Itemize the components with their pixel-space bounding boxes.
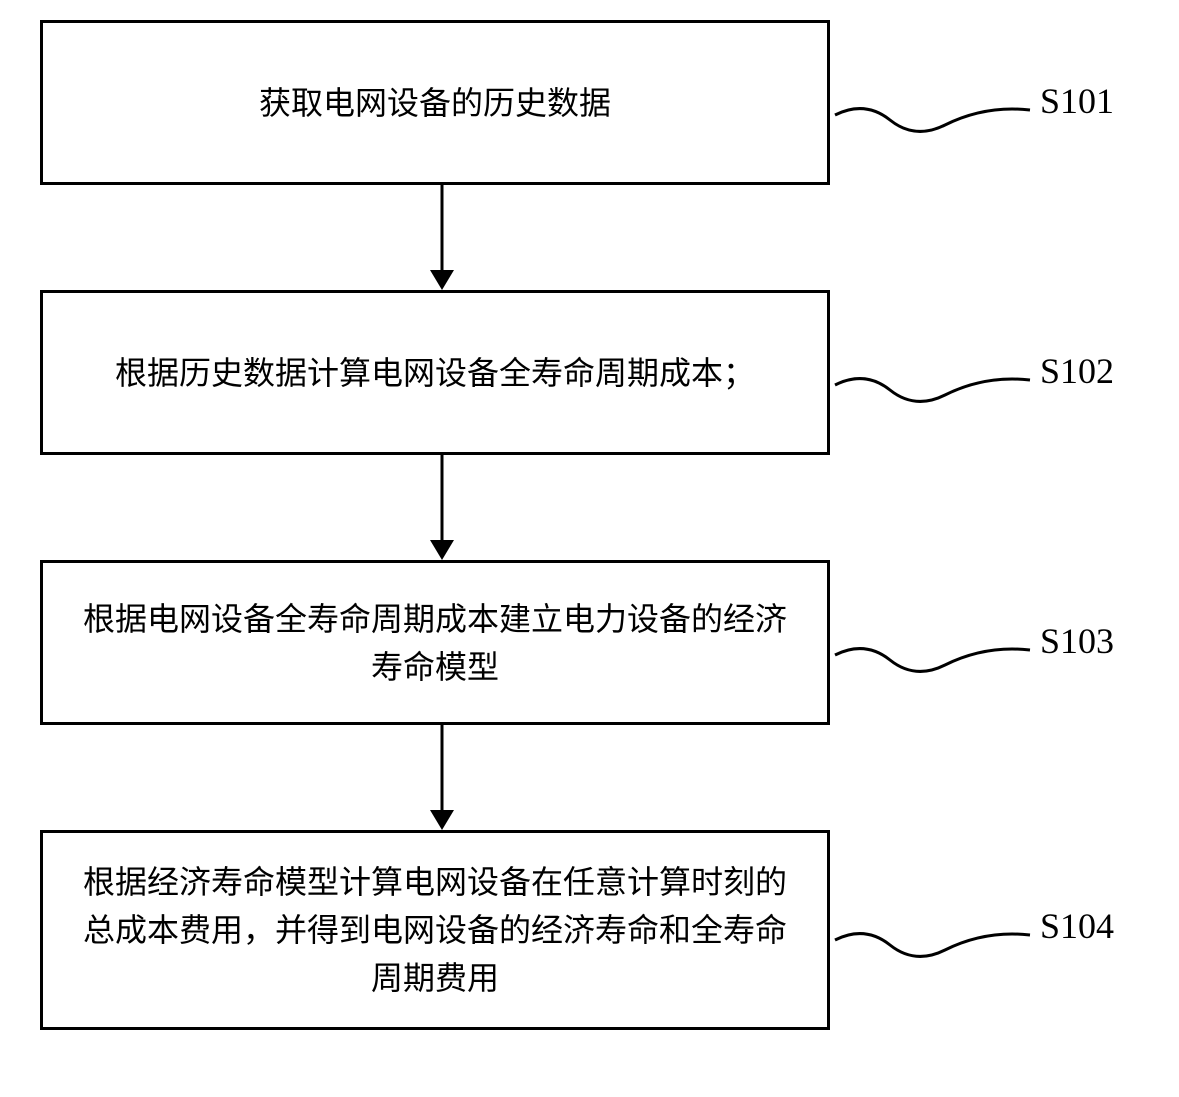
connector-s101 (830, 90, 1040, 140)
arrow-3 (430, 725, 454, 830)
step-box-s102: 根据历史数据计算电网设备全寿命周期成本； (40, 290, 830, 455)
step-text-s102: 根据历史数据计算电网设备全寿命周期成本； (115, 349, 755, 397)
step-box-s101: 获取电网设备的历史数据 (40, 20, 830, 185)
step-label-s101: S101 (1040, 80, 1114, 122)
step-box-s104: 根据经济寿命模型计算电网设备在任意计算时刻的总成本费用，并得到电网设备的经济寿命… (40, 830, 830, 1030)
connector-s103 (830, 630, 1040, 680)
step-box-s103: 根据电网设备全寿命周期成本建立电力设备的经济寿命模型 (40, 560, 830, 725)
step-label-s104: S104 (1040, 905, 1114, 947)
flowchart-container: 获取电网设备的历史数据 S101 根据历史数据计算电网设备全寿命周期成本； S1… (0, 0, 1179, 1097)
step-label-s103: S103 (1040, 620, 1114, 662)
step-label-s102: S102 (1040, 350, 1114, 392)
connector-s104 (830, 915, 1040, 965)
step-text-s101: 获取电网设备的历史数据 (259, 79, 611, 127)
arrow-1 (430, 185, 454, 290)
arrow-2 (430, 455, 454, 560)
connector-s102 (830, 360, 1040, 410)
step-text-s104: 根据经济寿命模型计算电网设备在任意计算时刻的总成本费用，并得到电网设备的经济寿命… (73, 858, 797, 1002)
step-text-s103: 根据电网设备全寿命周期成本建立电力设备的经济寿命模型 (73, 595, 797, 691)
